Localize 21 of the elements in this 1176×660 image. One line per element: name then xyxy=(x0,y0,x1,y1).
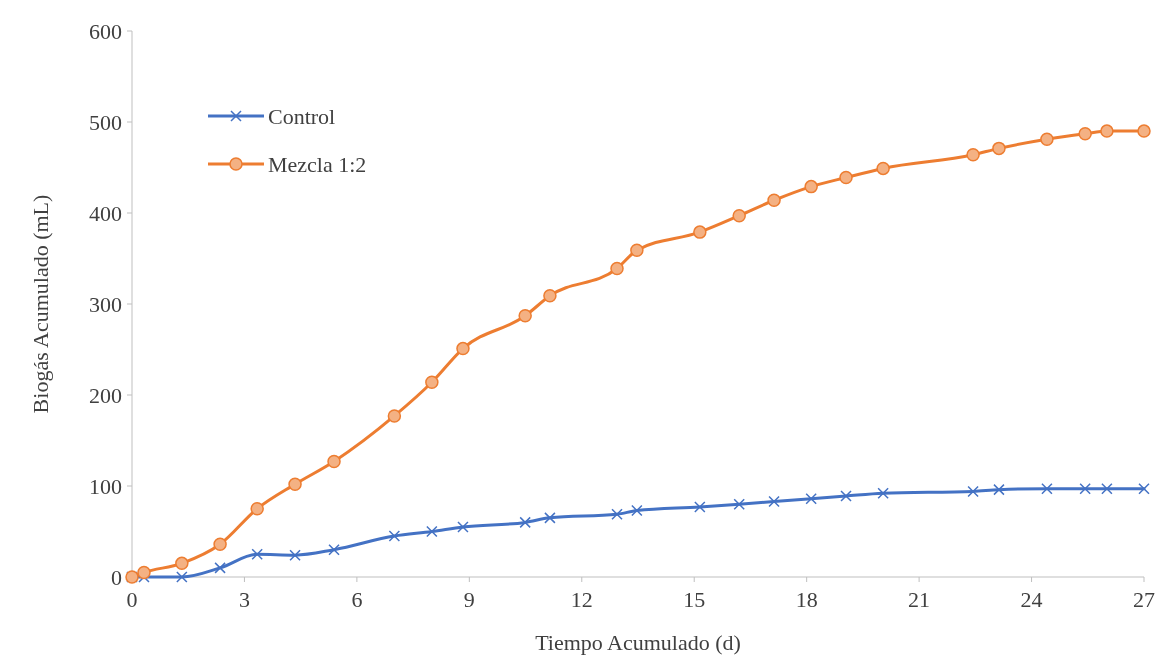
y-tick-label: 400 xyxy=(89,200,122,226)
y-tick-label: 0 xyxy=(111,564,122,590)
x-tick-label: 15 xyxy=(683,587,706,612)
y-tick-label: 500 xyxy=(89,109,122,135)
x-tick-label: 3 xyxy=(238,587,250,612)
x-tick-label: 27 xyxy=(1133,587,1155,612)
x-tick-label: 21 xyxy=(908,587,931,612)
legend-label: Control xyxy=(268,103,336,129)
y-tick-label: 600 xyxy=(89,18,122,44)
x-tick-label: 9 xyxy=(463,587,475,612)
x-tick-label: 12 xyxy=(570,587,593,612)
y-tick-label: 200 xyxy=(89,382,122,408)
x-axis-title: Tiempo Acumulado (d) xyxy=(535,630,741,655)
legend-label: Mezcla 1:2 xyxy=(268,151,367,177)
x-tick-label: 24 xyxy=(1020,587,1043,612)
x-tick-label: 6 xyxy=(351,587,363,612)
y-tick-label: 100 xyxy=(89,473,122,499)
x-tick-label: 18 xyxy=(795,587,818,612)
y-tick-label: 300 xyxy=(89,291,122,317)
x-tick-label: 0 xyxy=(126,587,138,612)
y-axis-title: Biogás Acumulado (mL) xyxy=(28,194,53,414)
